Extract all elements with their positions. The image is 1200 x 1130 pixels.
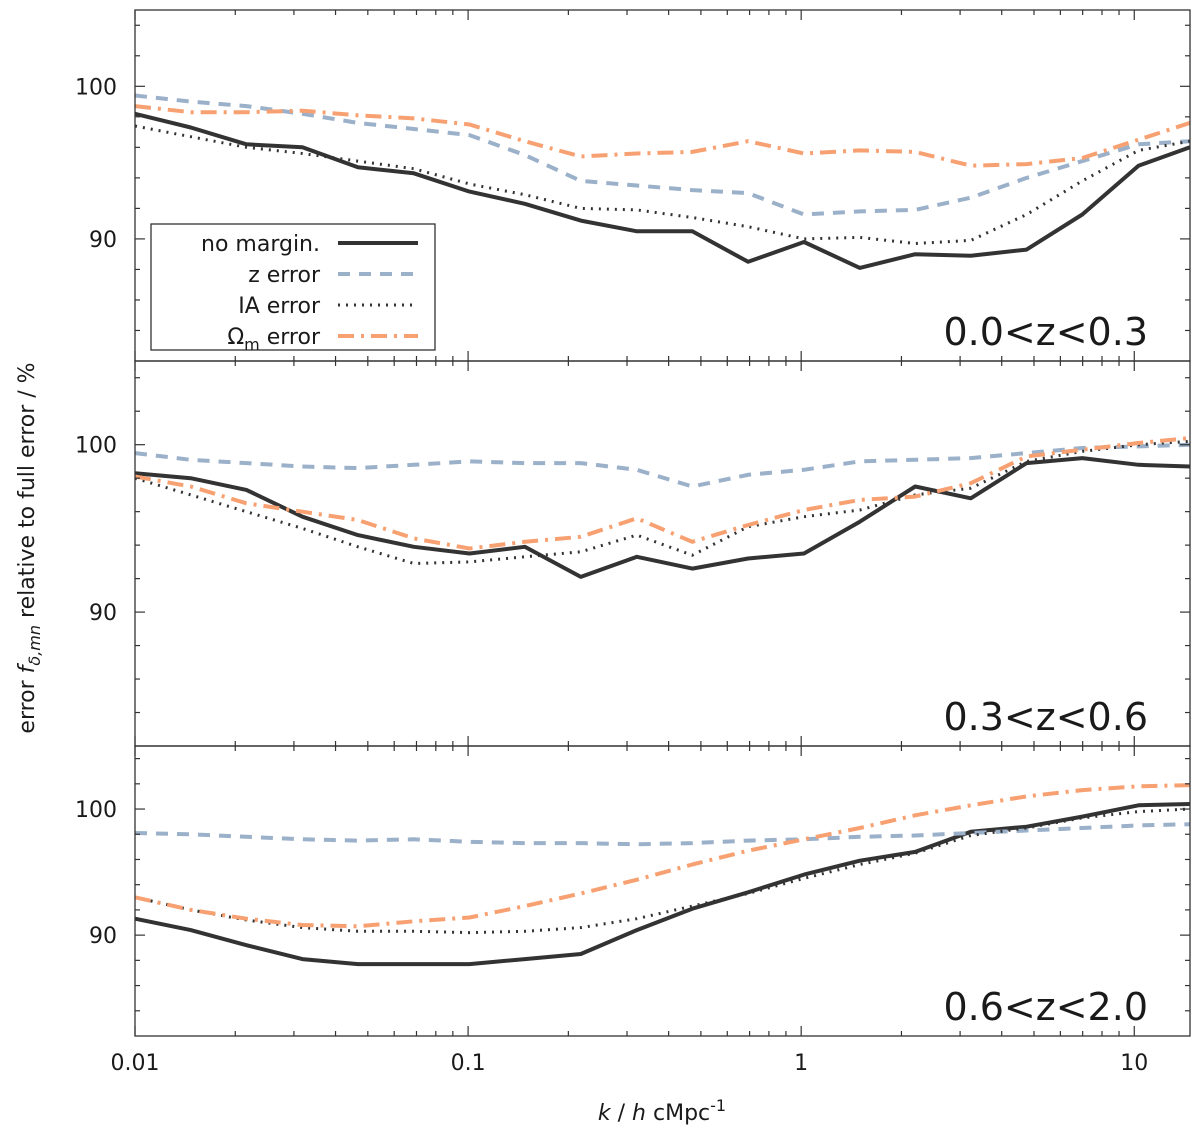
x-axis-title-unit: cMpc xyxy=(646,1101,710,1126)
panels-group: 90 100 0.0<z<0.3 90 100 0.3<z<0.6 90 100 0.6<z<2… xyxy=(75,9,1191,1076)
y-tick-label: 100 xyxy=(75,434,117,459)
panel-frame-2 xyxy=(134,360,1191,747)
series-line-2-panel-2 xyxy=(134,442,1191,489)
panel-label-2: 0.3<z<0.6 xyxy=(944,695,1149,739)
panel-1: 90 100 0.0<z<0.3 xyxy=(75,9,1191,362)
legend-label-no-margin: no margin. xyxy=(201,232,320,257)
legend-label-omega-m-error: Ωm error xyxy=(227,325,321,354)
legend-label-z-error: z error xyxy=(248,263,321,288)
legend-omega-symbol: Ω xyxy=(227,325,244,350)
y-tick-label: 90 xyxy=(89,601,117,626)
series-line-2-panel-3 xyxy=(134,822,1191,847)
panel-label-3: 0.6<z<2.0 xyxy=(944,985,1149,1029)
legend-label-ia-error: IA error xyxy=(238,294,321,319)
series-line-4-panel-3 xyxy=(134,783,1191,929)
y-axis-title-pre: error xyxy=(15,673,40,733)
panel-label-1: 0.0<z<0.3 xyxy=(944,310,1149,354)
legend-omega-sub: m xyxy=(244,335,260,354)
x-tick-label: 0.1 xyxy=(451,1051,486,1076)
series-line-1-panel-1 xyxy=(134,111,1191,270)
x-axis-title-sep: / xyxy=(611,1101,632,1126)
x-axis-title-k: k xyxy=(598,1101,612,1126)
panel-frame-3 xyxy=(134,745,1191,1037)
y-axis-title: error fδ,mn relative to full error / % xyxy=(15,362,44,733)
legend-omega-rest: error xyxy=(260,325,321,350)
y-tick-label: 90 xyxy=(89,228,117,253)
panel-2: 90 100 0.3<z<0.6 xyxy=(75,360,1191,747)
y-axis-title-post: relative to full error / % xyxy=(15,362,40,625)
panel-3: 90 100 0.6<z<2.0 xyxy=(75,745,1191,1037)
y-tick-label: 90 xyxy=(89,924,117,949)
x-axis-title-h: h xyxy=(632,1101,646,1126)
series-line-1-panel-3 xyxy=(134,802,1191,967)
series-line-4-panel-2 xyxy=(134,436,1191,551)
x-tick-label: 10 xyxy=(1120,1051,1148,1076)
x-tick-label: 0.01 xyxy=(111,1051,160,1076)
y-axis-title-f: f xyxy=(15,662,40,673)
y-tick-label: 100 xyxy=(75,798,117,823)
series-line-3-panel-1 xyxy=(134,124,1191,245)
legend: no margin. z error IA error Ωm error xyxy=(150,223,436,354)
series-line-4-panel-1 xyxy=(134,104,1191,168)
x-axis-title-exp: -1 xyxy=(710,1096,726,1115)
series-line-1-panel-2 xyxy=(134,456,1191,579)
series-line-3-panel-2 xyxy=(134,439,1191,565)
series-line-3-panel-3 xyxy=(134,807,1191,935)
x-axis-title: k / h cMpc-1 xyxy=(598,1096,726,1126)
y-tick-label: 100 xyxy=(75,75,117,100)
series-line-2-panel-1 xyxy=(134,93,1191,217)
y-axis-title-sub: δ,mn xyxy=(25,625,44,666)
x-tick-label: 1 xyxy=(794,1051,808,1076)
